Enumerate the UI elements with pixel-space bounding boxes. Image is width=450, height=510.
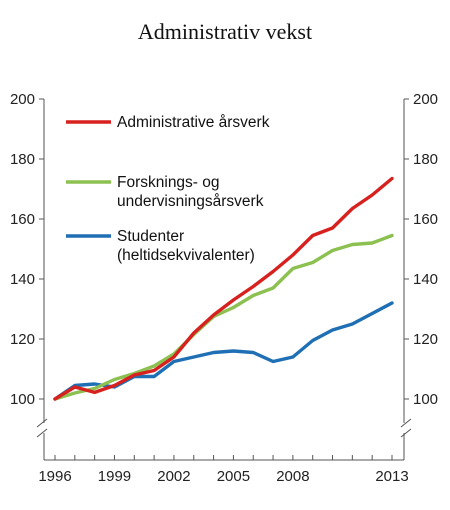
y-tick-label-right: 100 bbox=[413, 391, 438, 408]
y-tick-label-right: 120 bbox=[413, 331, 438, 348]
chart-series bbox=[53, 176, 394, 401]
series-line-1 bbox=[53, 176, 394, 401]
left-axis-break-mark bbox=[36, 418, 48, 428]
y-tick-label-left: 140 bbox=[10, 271, 35, 288]
right-axis-break-mark bbox=[400, 428, 412, 438]
y-tick-label-left: 180 bbox=[10, 151, 35, 168]
x-tick-label: 1999 bbox=[98, 468, 131, 485]
legend-label: Forsknings- og bbox=[117, 174, 220, 191]
y-tick-label-right: 140 bbox=[413, 271, 438, 288]
y-tick-label-left: 160 bbox=[10, 211, 35, 228]
legend-label: undervisningsårsverk bbox=[117, 193, 264, 210]
x-tick-label: 2005 bbox=[217, 468, 250, 485]
right-axis-break-mark bbox=[400, 418, 412, 428]
chart-axes: 100 100 120 120 140 140 160 160 180 180 200 200 1996… bbox=[10, 91, 438, 485]
chart-title: Administrativ vekst bbox=[138, 19, 312, 44]
y-tick-label-right: 180 bbox=[413, 151, 438, 168]
series-line-2 bbox=[53, 233, 394, 401]
x-tick-label: 2002 bbox=[157, 468, 190, 485]
y-tick-label-right: 200 bbox=[413, 91, 438, 108]
x-tick-label: 1996 bbox=[38, 468, 71, 485]
x-tick-label: 2008 bbox=[276, 468, 309, 485]
legend-label: Administrative årsverk bbox=[117, 114, 270, 131]
y-tick-label-left: 120 bbox=[10, 331, 35, 348]
chart-legend: Administrative årsverk Forsknings- og unde… bbox=[66, 114, 270, 264]
legend-label: (heltidsekvivalenter) bbox=[117, 247, 255, 264]
x-tick-label: 2013 bbox=[375, 468, 408, 485]
legend-label: Studenter bbox=[117, 228, 184, 245]
y-tick-label-right: 160 bbox=[413, 211, 438, 228]
y-tick-label-left: 200 bbox=[10, 91, 35, 108]
left-axis-break-mark bbox=[36, 428, 48, 438]
y-tick-label-left: 100 bbox=[10, 391, 35, 408]
